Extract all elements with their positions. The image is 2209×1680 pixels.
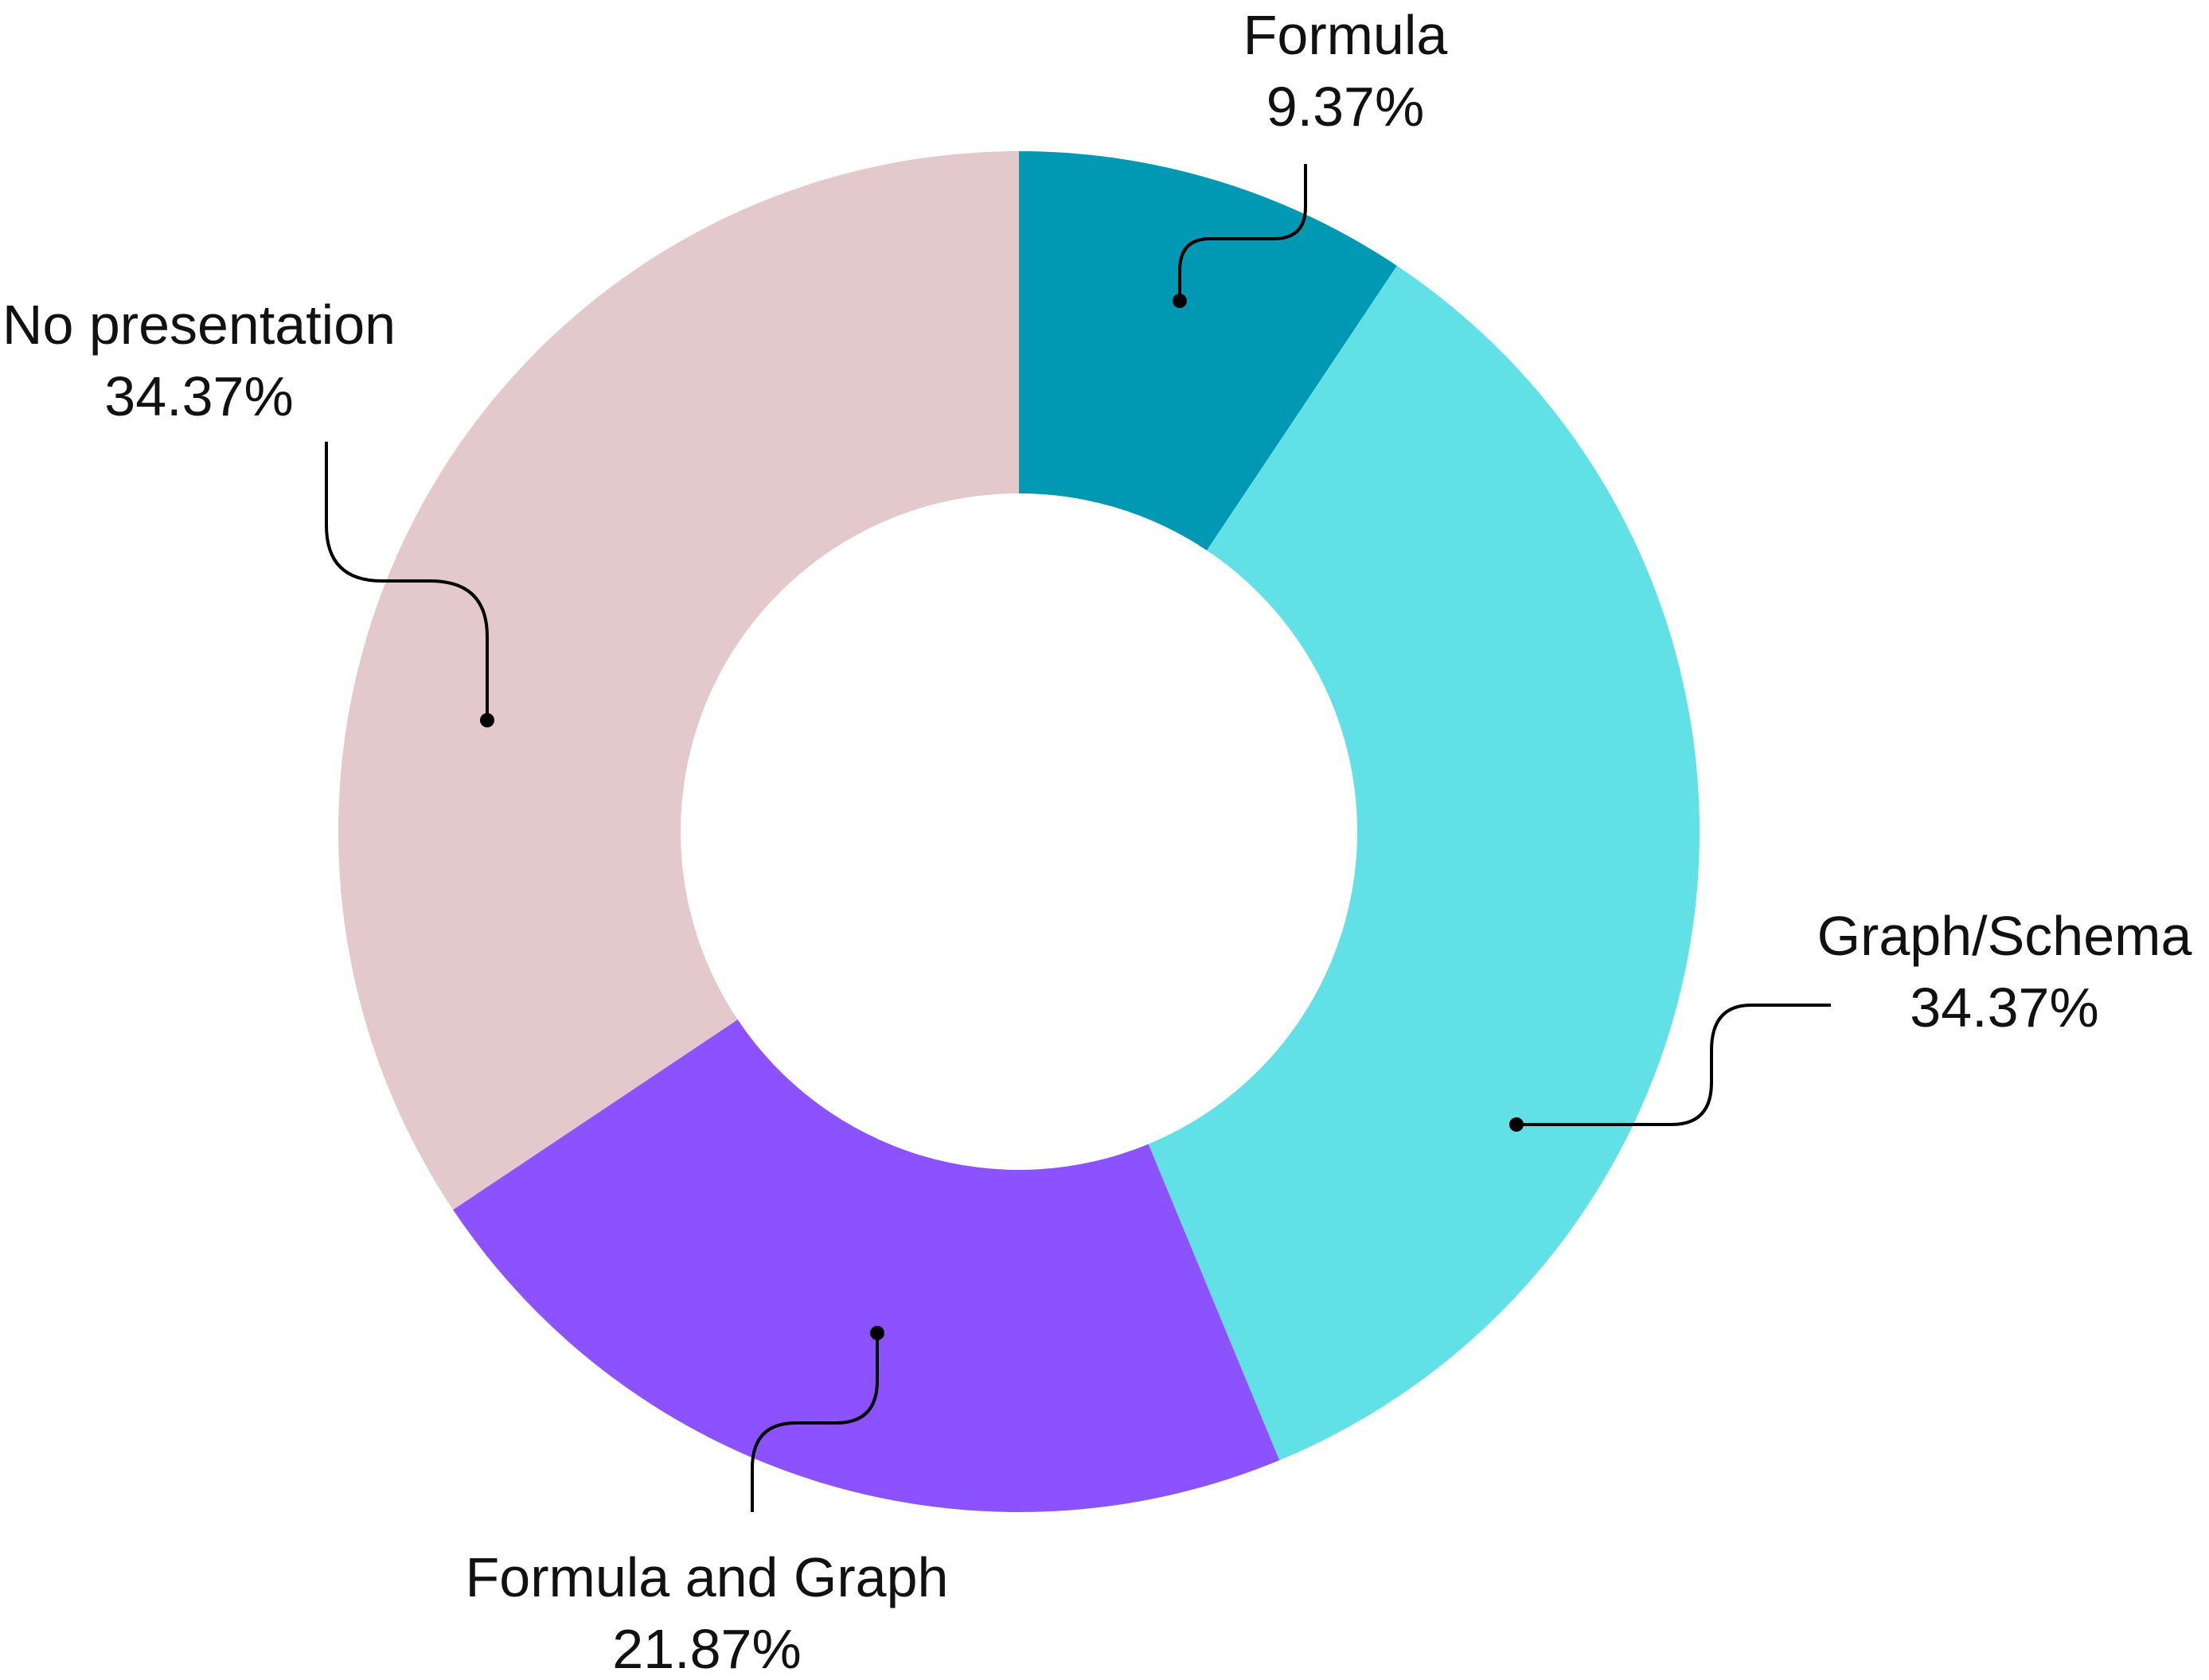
leader-dot-formula	[1173, 294, 1187, 308]
leader-dot-graph-schema	[1509, 1117, 1524, 1132]
slice-label-formula-and-graph: Formula and Graph 21.87%	[466, 1326, 949, 1680]
slice-label-graph-schema: Graph/Schema 34.37%	[1509, 905, 2191, 1132]
donut-slices	[338, 151, 1700, 1512]
leader-line-graph-schema	[1516, 1004, 1831, 1126]
leader-dot-formula-and-graph	[870, 1326, 884, 1340]
slice-formula-and-graph	[453, 1019, 1280, 1512]
label-name-formula-and-graph: Formula and Graph	[466, 1546, 949, 1608]
slice-label-no-presentation: No presentation 34.37%	[2, 294, 494, 727]
slice-label-formula: Formula 9.37%	[1173, 4, 1447, 308]
leader-line-no-presentation	[325, 442, 489, 720]
slice-graph-schema	[1148, 266, 1700, 1460]
label-name-formula: Formula	[1243, 4, 1448, 66]
slice-formula	[1019, 151, 1397, 551]
label-value-formula: 9.37%	[1266, 76, 1424, 138]
slice-no-presentation	[338, 151, 1020, 1210]
label-value-formula-and-graph: 21.87%	[612, 1618, 801, 1680]
label-name-graph-schema: Graph/Schema	[1817, 905, 2192, 967]
label-value-no-presentation: 34.37%	[104, 365, 293, 427]
leader-dot-no-presentation	[480, 713, 494, 727]
leader-line-formula	[1178, 164, 1307, 301]
leader-line-formula-and-graph	[751, 1333, 879, 1512]
label-name-no-presentation: No presentation	[2, 294, 396, 356]
label-value-graph-schema: 34.37%	[1910, 976, 2098, 1039]
